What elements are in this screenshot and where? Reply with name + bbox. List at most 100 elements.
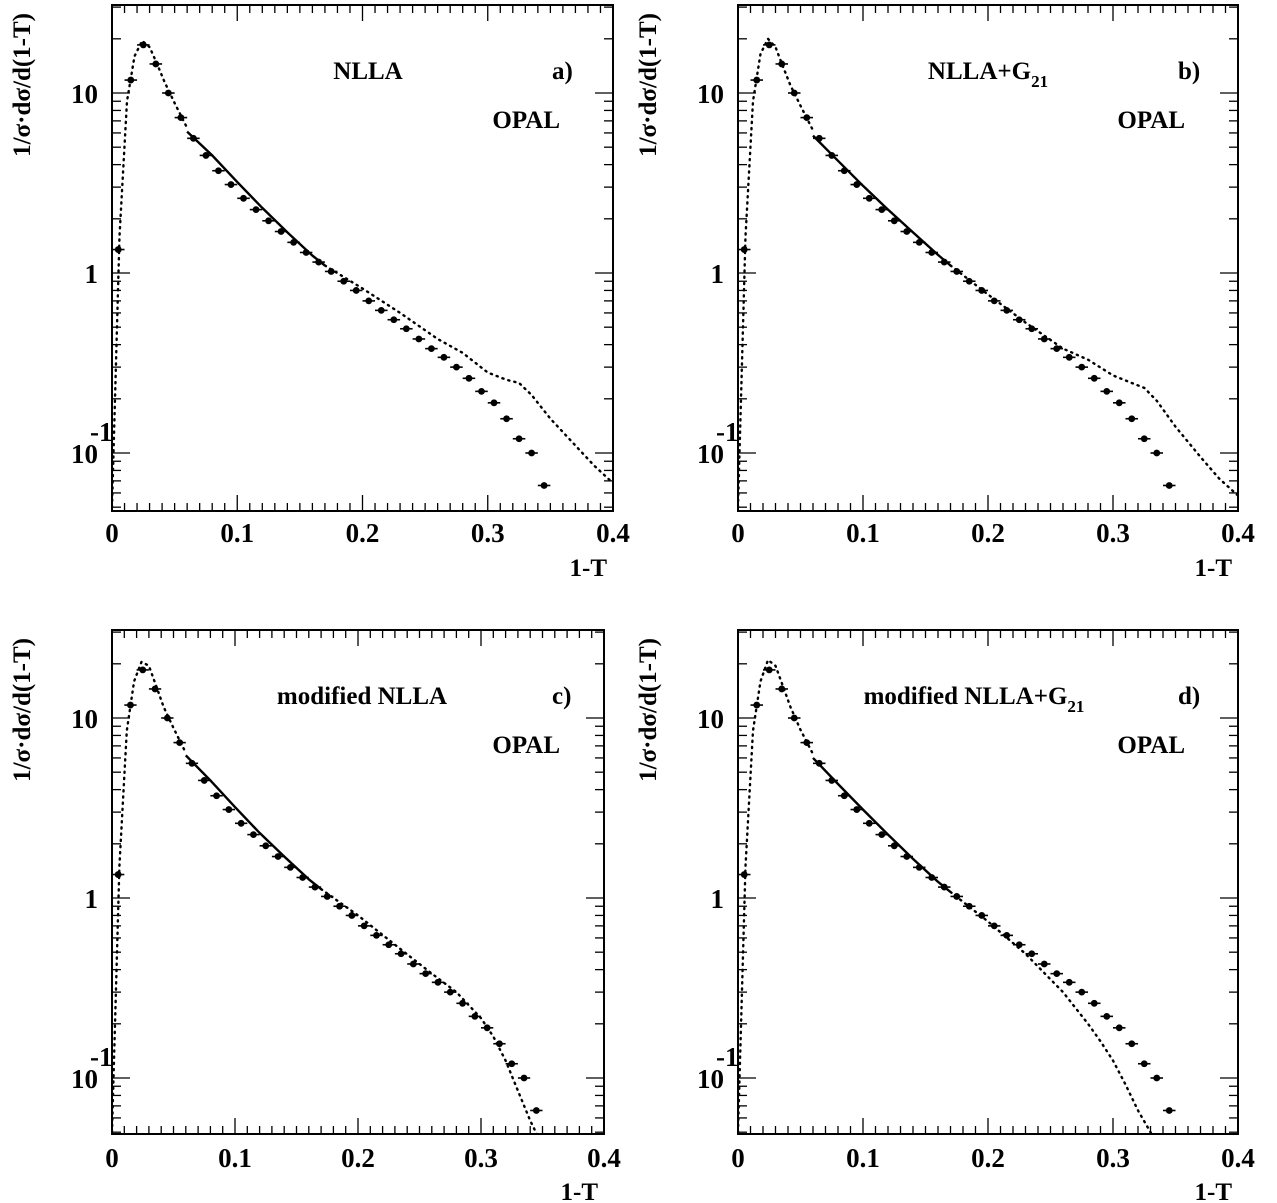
data-point [224,181,238,188]
data-point [262,217,275,225]
data-point [148,685,162,693]
x-tick-label: 0.1 [220,518,254,548]
data-point [1163,1107,1176,1114]
data-point [400,325,413,333]
data-point [222,806,235,813]
data-points [112,41,551,489]
data-point [913,238,926,246]
data-point [950,268,963,275]
data-point [788,89,801,97]
y-tick-label: 10 [697,439,724,469]
y-tick-label: 1 [85,259,99,289]
data-point [850,806,863,813]
panel-title: NLLA+G21 [928,58,1048,91]
data-point [900,228,913,235]
data-points [738,666,1176,1114]
data-point [162,89,175,97]
data-point [530,1107,543,1114]
data-point [382,941,395,949]
data-point [284,863,297,871]
data-point [1088,999,1101,1007]
data-point [456,999,469,1007]
x-tick-label: 0.4 [1221,518,1255,548]
data-point [187,134,200,142]
data-point [863,819,876,827]
data-point [1050,345,1063,353]
data-point [450,363,463,371]
x-tick-label: 0.1 [846,518,880,548]
y-tick-label: 10 [71,79,98,109]
panel-label: c) [552,683,571,710]
data-point [259,842,272,850]
data-point [362,297,376,305]
data-point [750,701,763,709]
data-point [370,931,383,939]
y-axis-title: 1/σ·dσ/d(1-T) [635,638,662,782]
experiment-label: OPAL [492,732,560,759]
data-point [900,853,913,860]
data-point [1075,988,1088,996]
data-point [975,912,988,919]
data-point [813,134,826,142]
fit-curve-extrapolated-high [949,264,1238,497]
panel-title: modified NLLA+G21 [864,683,1085,716]
data-point [407,960,420,968]
x-tick-label: 0.2 [971,518,1005,548]
data-point [763,666,776,674]
x-tick-label: 0.1 [846,1143,880,1173]
data-point [850,181,863,188]
fit-curve [184,754,322,891]
data-point [988,297,1001,305]
x-axis-title: 1-T [561,1179,599,1203]
data-point [1038,960,1051,968]
y-axis-title: 1/σ·dσ/d(1-T) [635,13,662,157]
data-point [487,399,501,407]
x-axis-title: 1-T [1195,1179,1233,1203]
data-point [274,228,288,235]
x-tick-label: 0 [105,1143,119,1173]
x-axis-title: 1-T [570,555,608,582]
data-point [287,238,300,246]
data-point [308,883,322,891]
data-point [1063,978,1076,986]
data-point [437,353,451,361]
data-point [1063,353,1076,361]
tick-marks [111,630,605,1134]
data-point [1013,316,1026,324]
x-axis-title: 1-T [1195,555,1233,582]
data-point [1088,374,1101,382]
data-point [1000,931,1013,939]
data-point [925,874,938,881]
data-point [247,831,260,839]
data-point [431,978,445,986]
x-tick-label: 0.2 [971,1143,1005,1173]
panel-title: NLLA [333,58,402,85]
data-point [1013,941,1026,949]
fit-curve-extrapolated-low [112,660,187,1134]
y-tick-label: 10 [697,1064,724,1094]
y-tick-exponent: -1 [90,417,113,447]
data-point [174,114,188,122]
data-point [988,922,1001,930]
data-point [337,277,350,285]
fit-curve-extrapolated-high [949,890,1153,1134]
data-point [198,777,211,784]
data-point [321,893,334,900]
experiment-label: OPAL [1117,732,1185,759]
data-point [838,167,851,175]
data-point [763,41,776,49]
data-point [235,819,248,827]
data-point [1125,1040,1138,1048]
data-point [324,268,338,275]
data-point [888,842,901,850]
data-point [137,41,150,49]
data-point [481,1024,494,1032]
data-point [1163,482,1176,489]
x-tick-label: 0.3 [1096,518,1130,548]
data-point [271,853,285,860]
y-tick-label: 1 [711,259,725,289]
x-tick-label: 0 [731,1143,745,1173]
y-tick-label: 10 [697,79,724,109]
